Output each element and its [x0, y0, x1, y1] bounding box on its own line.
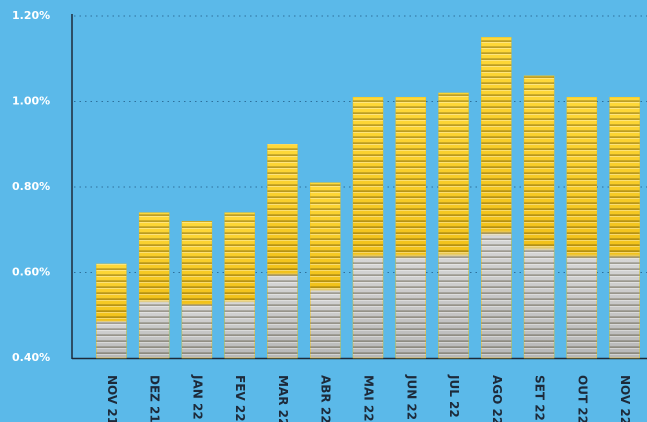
chart: 0.40% 0.60% 0.80% 1.00% 1.20% NOV 21 DEZ 21 JAN… — [0, 0, 647, 422]
x-tick-label: ABR 22 — [319, 375, 333, 422]
x-tick-label: MAI 22 — [362, 375, 376, 422]
coin-stripes — [396, 97, 426, 358]
x-tick-label: JUL 22 — [447, 374, 461, 418]
x-tick-label: JAN 22 — [190, 374, 204, 420]
y-tick-label: 0.60% — [12, 266, 50, 279]
x-tick-label: NOV 22 — [618, 375, 632, 422]
coin-stripes — [225, 213, 255, 358]
x-tick-label: FEV 22 — [233, 375, 247, 422]
coin-stripes — [353, 97, 383, 358]
coin-stripes — [610, 97, 640, 358]
y-tick-label: 0.80% — [12, 180, 50, 193]
x-tick-label: MAR 22 — [276, 375, 290, 422]
coin-stripes — [481, 37, 511, 358]
x-tick-label: NOV 21 — [105, 375, 119, 422]
coin-stripes — [310, 183, 340, 358]
coin-stripes — [267, 144, 297, 358]
coin-stripes — [182, 221, 212, 358]
coin-stripes — [96, 264, 126, 358]
y-tick-label: 1.00% — [12, 95, 50, 108]
x-tick-label: DEZ 21 — [148, 375, 162, 422]
coin-stripes — [524, 76, 554, 358]
coin-stripes — [567, 97, 597, 358]
coin-stripes — [139, 213, 169, 358]
coin-stripes — [439, 93, 469, 358]
y-tick-label: 1.20% — [12, 9, 50, 22]
y-tick-label: 0.40% — [12, 351, 50, 364]
x-tick-label: SET 22 — [533, 375, 547, 421]
x-tick-label: JUN 22 — [404, 374, 418, 420]
x-tick-label: OUT 22 — [575, 375, 589, 422]
x-tick-label: AGO 22 — [490, 375, 504, 422]
